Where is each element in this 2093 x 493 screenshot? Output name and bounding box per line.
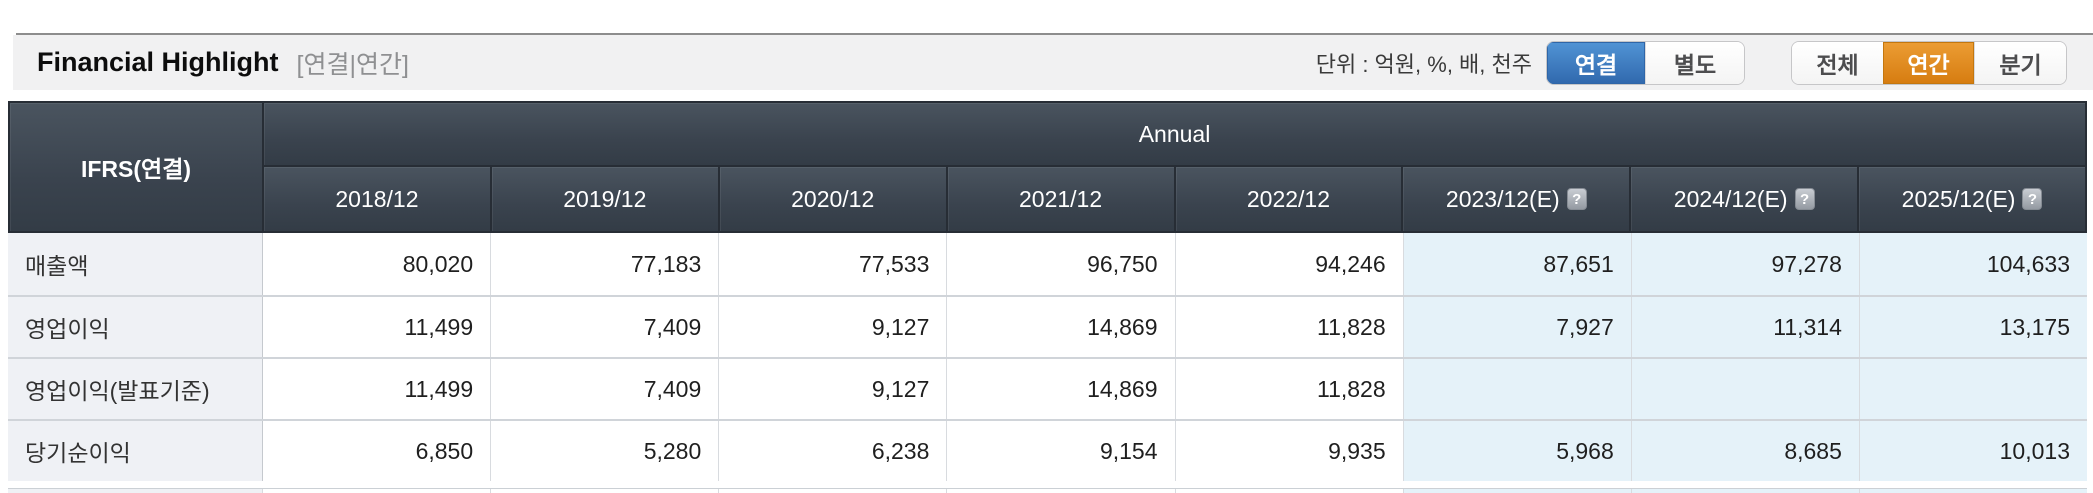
top-divider — [16, 33, 2093, 35]
partial-row-label-cell — [8, 489, 262, 493]
partial-row-cell — [1174, 489, 1403, 493]
value-cell: 14,869 — [946, 359, 1175, 419]
value-cell: 5,968 — [1402, 421, 1631, 481]
year-header-label: 2025/12(E) — [1901, 185, 2016, 212]
table-row: 당기순이익 6,850 5,280 6,238 9,154 9,935 5,968 8,685… — [8, 419, 2087, 481]
year-header-cell: 2022/12 — [1175, 167, 1402, 231]
year-header-label: 2020/12 — [791, 185, 875, 212]
row-label: 당기순이익 — [8, 421, 262, 481]
value-cell: 77,183 — [490, 233, 719, 295]
value-cell: 77,533 — [718, 233, 947, 295]
partial-row-cell — [1402, 489, 1631, 493]
year-header-row: 2018/12 2019/12 2020/12 2021/12 2022/12 2023/… — [264, 167, 2085, 231]
value-cell: 6,850 — [262, 421, 491, 481]
value-cell — [1630, 359, 1859, 419]
partial-row-cell — [490, 489, 719, 493]
partial-row-cell — [946, 489, 1175, 493]
table-row: 영업이익(발표기준) 11,499 7,409 9,127 14,869 11,828 — [8, 357, 2087, 419]
header-right: Annual 2018/12 2019/12 2020/12 2021/12 2022/… — [264, 103, 2085, 231]
value-cell: 11,499 — [262, 359, 491, 419]
row-label: 영업이익(발표기준) — [8, 359, 262, 419]
toggle-button-consolidated[interactable]: 연결 — [1547, 41, 1645, 84]
year-header-label: 2018/12 — [335, 185, 419, 212]
value-cell: 7,409 — [490, 297, 719, 357]
table-body: 매출액 80,020 77,183 77,533 96,750 94,246 87,651 9… — [8, 233, 2087, 481]
row-label: 매출액 — [8, 233, 262, 295]
partial-row-cell — [262, 489, 491, 493]
value-cell: 9,935 — [1174, 421, 1403, 481]
year-header-cell: 2025/12(E)? — [1859, 167, 2085, 231]
year-header-cell: 2018/12 — [264, 167, 490, 231]
table-header: IFRS(연결) Annual 2018/12 2019/12 2020/12 202… — [8, 101, 2087, 233]
estimate-help-icon[interactable]: ? — [1794, 188, 1815, 210]
toggle-consolidated-group: 연결 별도 — [1546, 40, 1745, 85]
value-cell: 14,869 — [946, 297, 1175, 357]
partial-row-cell — [718, 489, 947, 493]
year-header-label: 2024/12(E) — [1673, 185, 1788, 212]
value-cell: 11,828 — [1174, 297, 1403, 357]
toggle-button-all[interactable]: 전체 — [1792, 41, 1883, 84]
value-cell: 9,127 — [718, 359, 947, 419]
toggle-period-group: 전체 연간 분기 — [1791, 40, 2067, 85]
year-header-cell: 2020/12 — [719, 167, 946, 231]
value-cell: 104,633 — [1858, 233, 2087, 295]
year-header-cell: 2024/12(E)? — [1631, 167, 1858, 231]
value-cell: 10,013 — [1858, 421, 2087, 481]
section-subtitle: [연결|연간] — [296, 50, 409, 79]
value-cell: 8,685 — [1630, 421, 1859, 481]
value-cell: 5,280 — [490, 421, 719, 481]
toggle-button-separate[interactable]: 별도 — [1645, 41, 1744, 84]
value-cell: 96,750 — [946, 233, 1175, 295]
value-cell: 9,127 — [718, 297, 947, 357]
value-cell — [1402, 359, 1631, 419]
financial-table: IFRS(연결) Annual 2018/12 2019/12 2020/12 202… — [8, 101, 2087, 493]
value-cell: 9,154 — [946, 421, 1175, 481]
section-title: Financial Highlight — [37, 47, 279, 77]
year-header-label: 2021/12 — [1018, 185, 1103, 212]
estimate-help-icon[interactable]: ? — [2022, 188, 2043, 210]
partial-row-cell — [1858, 489, 2087, 493]
year-header-label: 2022/12 — [1246, 185, 1330, 212]
toggle-button-annual[interactable]: 연간 — [1883, 41, 1974, 84]
section-header-bar: Financial Highlight [연결|연간] 단위 : 억원, %, … — [13, 35, 2093, 90]
value-cell: 13,175 — [1858, 297, 2087, 357]
unit-label: 단위 : 억원, %, 배, 천주 — [1315, 51, 1532, 77]
value-cell: 11,499 — [262, 297, 491, 357]
value-cell: 97,278 — [1630, 233, 1859, 295]
value-cell — [1858, 359, 2087, 419]
year-header-label: 2023/12(E) — [1445, 185, 1560, 212]
partial-row-cell — [1630, 489, 1859, 493]
year-header-cell: 2019/12 — [491, 167, 718, 231]
annual-group-header: Annual — [264, 103, 2085, 165]
value-cell: 94,246 — [1174, 233, 1403, 295]
year-header-label: 2019/12 — [563, 185, 647, 212]
value-cell: 87,651 — [1402, 233, 1631, 295]
year-header-cell: 2021/12 — [947, 167, 1174, 231]
next-row-partial — [8, 488, 2087, 493]
year-header-cell: 2023/12(E)? — [1403, 167, 1630, 231]
value-cell: 11,828 — [1174, 359, 1403, 419]
toggle-button-quarterly[interactable]: 분기 — [1974, 41, 2066, 84]
row-label: 영업이익 — [8, 297, 262, 357]
estimate-help-icon[interactable]: ? — [1566, 188, 1587, 210]
value-cell: 7,927 — [1402, 297, 1631, 357]
value-cell: 6,238 — [718, 421, 947, 481]
value-cell: 7,409 — [490, 359, 719, 419]
value-cell: 80,020 — [262, 233, 491, 295]
corner-header-cell: IFRS(연결) — [10, 103, 262, 231]
table-row: 매출액 80,020 77,183 77,533 96,750 94,246 87,651 9… — [8, 233, 2087, 295]
table-row: 영업이익 11,499 7,409 9,127 14,869 11,828 7,927 11,… — [8, 295, 2087, 357]
value-cell: 11,314 — [1630, 297, 1859, 357]
